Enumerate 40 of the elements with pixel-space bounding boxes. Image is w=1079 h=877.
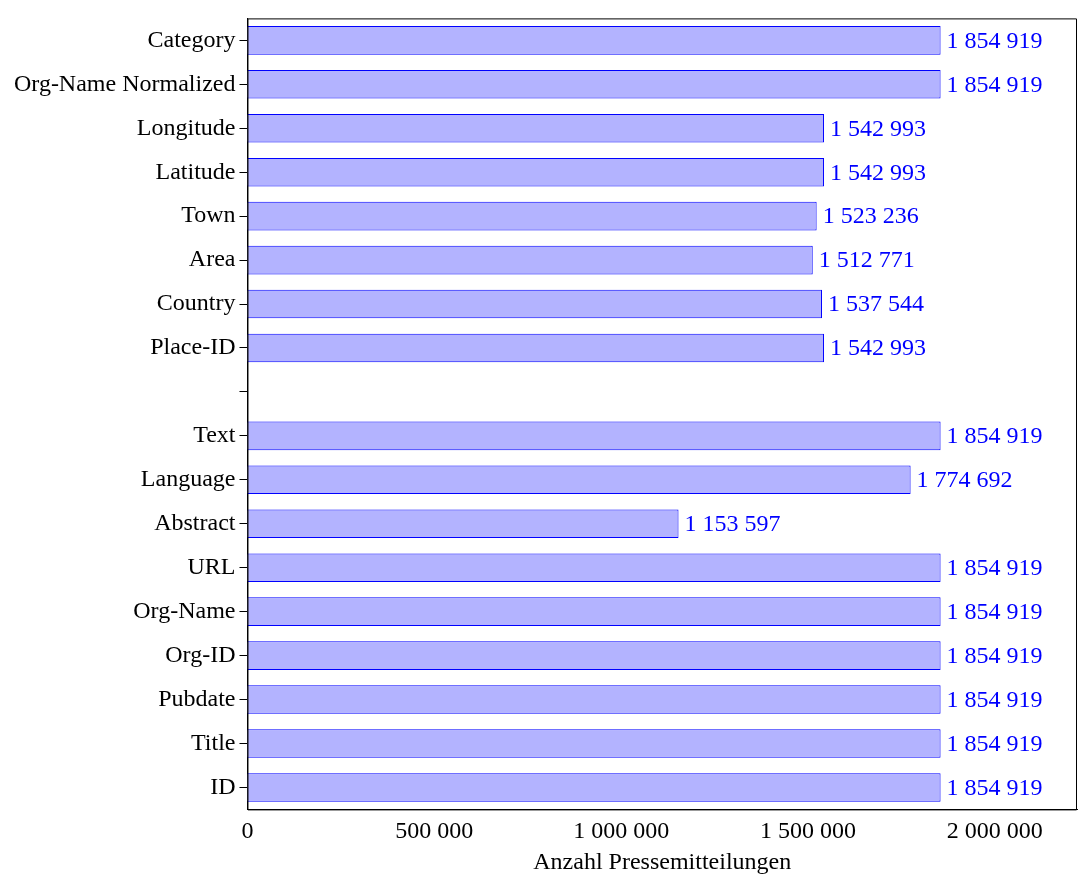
data-label: 1 854 919 — [946, 729, 1043, 756]
data-label: 1 854 919 — [946, 422, 1043, 449]
y-tick-label: Title — [190, 728, 236, 755]
y-tick-label: Pubdate — [158, 684, 236, 711]
data-label: 1 542 993 — [830, 114, 927, 141]
y-tick-label: Area — [188, 245, 236, 272]
x-tick-label: 2 000 000 — [946, 817, 1043, 844]
data-label: 1 854 919 — [946, 773, 1043, 800]
y-tick-label: Org-ID — [165, 640, 236, 667]
y-tick-label: ID — [210, 772, 236, 799]
y-tick-label: URL — [187, 553, 236, 579]
data-label: 1 153 597 — [684, 510, 781, 537]
data-label: 1 854 919 — [946, 685, 1043, 712]
y-tick-label: Town — [181, 201, 236, 228]
data-label: 1 774 692 — [916, 466, 1013, 493]
x-tick-label: 1 500 000 — [759, 817, 856, 844]
data-label: 1 542 993 — [830, 158, 927, 185]
y-tick-label: Org-Name — [133, 596, 236, 623]
data-label: 1 542 993 — [830, 334, 927, 361]
y-tick-label: Text — [193, 421, 236, 448]
data-label: 1 523 236 — [822, 202, 919, 229]
x-tick-label: 500 000 — [395, 817, 474, 844]
data-label: 1 854 919 — [946, 70, 1043, 97]
data-label: 1 854 919 — [946, 597, 1043, 624]
y-tick-label: Org-Name Normalized — [13, 69, 236, 96]
data-label: 1 854 919 — [946, 26, 1043, 53]
y-tick-label: Country — [156, 289, 236, 316]
y-tick-label: Abstract — [154, 509, 236, 536]
data-label: 1 512 771 — [818, 246, 915, 273]
y-tick-label: Latitude — [155, 157, 236, 184]
y-tick-label: Category — [147, 25, 236, 52]
x-tick-label: 0 — [241, 817, 254, 844]
y-tick-label: Longitude — [136, 113, 236, 140]
y-tick-label: Place-ID — [150, 333, 236, 360]
y-tick-label: Language — [140, 465, 236, 492]
data-label: 1 537 544 — [827, 290, 924, 317]
data-label: 1 854 919 — [946, 554, 1043, 580]
x-axis-title: Anzahl Pressemitteilungen — [533, 847, 792, 874]
data-label: 1 854 919 — [946, 641, 1043, 668]
x-tick-label: 1 000 000 — [573, 817, 670, 844]
